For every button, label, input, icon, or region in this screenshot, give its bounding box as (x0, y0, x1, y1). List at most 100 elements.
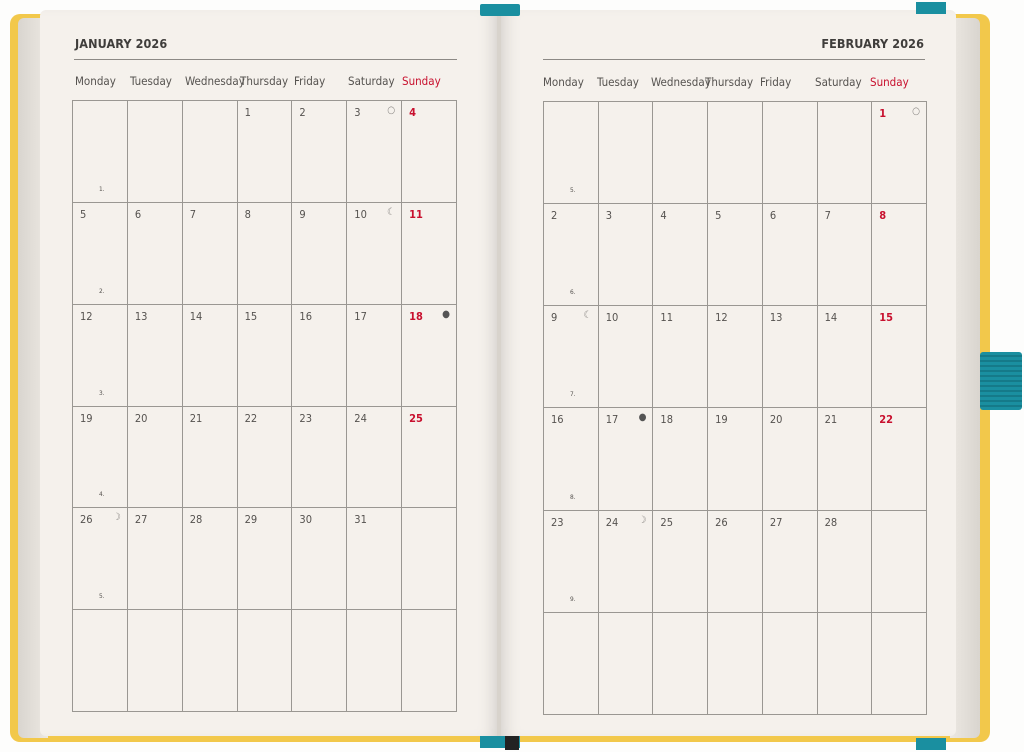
day-cell[interactable] (127, 610, 183, 712)
day-cell[interactable]: 25 (402, 406, 457, 509)
day-cell[interactable]: 24 (347, 406, 403, 509)
day-cell[interactable]: 5 (708, 204, 763, 307)
day-number: 28 (824, 515, 838, 529)
day-cell[interactable]: 11 (653, 306, 709, 409)
day-cell[interactable]: 16 (292, 304, 348, 407)
day-cell[interactable]: 22 (237, 406, 293, 509)
bookmark-ribbon[interactable] (480, 4, 520, 16)
day-cell[interactable]: 9 (292, 202, 348, 305)
weekday-monday: Monday (75, 74, 116, 88)
day-number: 20 (134, 411, 148, 425)
day-cell[interactable] (872, 510, 927, 613)
day-cell[interactable]: 17 (347, 304, 403, 407)
day-cell[interactable]: 13 (127, 304, 183, 407)
day-cell[interactable] (127, 101, 183, 203)
day-cell[interactable]: 31 (347, 508, 403, 611)
day-number: 27 (769, 515, 783, 529)
day-cell[interactable]: 5 2. (73, 202, 128, 305)
right-page (500, 10, 956, 736)
bookmark-ribbon-dark[interactable] (505, 736, 519, 750)
day-cell[interactable]: 1. (73, 101, 128, 203)
day-cell[interactable]: 28 (817, 510, 873, 613)
day-cell[interactable]: 22 (872, 408, 927, 511)
day-cell[interactable] (872, 612, 927, 715)
day-cell[interactable]: 25 (653, 510, 709, 613)
day-cell[interactable] (817, 102, 873, 205)
day-cell[interactable]: 17 ● (598, 408, 654, 511)
day-cell[interactable]: 1 (237, 101, 293, 203)
day-cell[interactable]: 29 (237, 508, 293, 611)
week-number: 4. (99, 490, 105, 499)
day-cell[interactable]: 23 (292, 406, 348, 509)
day-cell[interactable]: 10 ☾ (347, 202, 403, 305)
day-cell[interactable] (708, 612, 763, 715)
day-cell[interactable]: 15 (237, 304, 293, 407)
day-cell[interactable]: 9 ☾ 7. (544, 306, 599, 409)
day-cell[interactable]: 15 (872, 306, 927, 409)
day-cell[interactable]: 20 (762, 408, 818, 511)
day-cell[interactable]: 27 (762, 510, 818, 613)
day-cell[interactable]: 7 (182, 202, 238, 305)
day-number: 9 (551, 311, 558, 325)
day-cell[interactable]: 10 (598, 306, 654, 409)
day-cell[interactable]: 24 ☽ (598, 510, 654, 613)
day-cell[interactable]: 16 8. (544, 408, 599, 511)
day-cell[interactable] (182, 101, 238, 203)
day-cell[interactable]: 1 ○ (872, 102, 927, 205)
day-cell[interactable] (73, 610, 128, 712)
day-number: 8 (244, 207, 251, 221)
day-cell[interactable]: 6 (762, 204, 818, 307)
day-cell[interactable]: 6 (127, 202, 183, 305)
day-cell[interactable] (544, 612, 599, 715)
day-cell[interactable] (402, 610, 457, 712)
day-cell[interactable]: 27 (127, 508, 183, 611)
day-cell[interactable] (292, 610, 348, 712)
day-cell[interactable] (708, 102, 763, 205)
week-number: 7. (570, 390, 576, 399)
day-cell[interactable]: 20 (127, 406, 183, 509)
day-cell[interactable] (653, 612, 709, 715)
day-cell[interactable]: 4 (402, 101, 457, 203)
day-cell[interactable]: 19 (708, 408, 763, 511)
day-number: 4 (660, 209, 667, 223)
day-cell[interactable]: 5. (544, 102, 599, 205)
day-cell[interactable]: 21 (817, 408, 873, 511)
day-cell[interactable] (402, 508, 457, 611)
day-cell[interactable]: 13 (762, 306, 818, 409)
day-cell[interactable]: 3 ○ (347, 101, 403, 203)
day-cell[interactable] (347, 610, 403, 712)
day-cell[interactable]: 26 ☽ 5. (73, 508, 128, 611)
day-cell[interactable]: 8 (237, 202, 293, 305)
day-cell[interactable]: 11 (402, 202, 457, 305)
day-cell[interactable] (237, 610, 293, 712)
day-number: 6 (769, 209, 777, 223)
day-cell[interactable]: 8 (872, 204, 927, 307)
day-cell[interactable]: 18 (653, 408, 709, 511)
day-cell[interactable] (762, 612, 818, 715)
day-cell[interactable]: 19 4. (73, 406, 128, 509)
day-cell[interactable] (817, 612, 873, 715)
day-number: 19 (715, 413, 728, 427)
day-cell[interactable] (762, 102, 818, 205)
day-number: 15 (879, 311, 894, 325)
day-cell[interactable]: 14 (182, 304, 238, 407)
day-cell[interactable] (653, 102, 709, 205)
day-cell[interactable]: 23 9. (544, 510, 599, 613)
elastic-closure-band[interactable] (980, 352, 1022, 410)
day-cell[interactable] (182, 610, 238, 712)
day-cell[interactable]: 30 (292, 508, 348, 611)
day-cell[interactable]: 28 (182, 508, 238, 611)
day-cell[interactable] (598, 102, 654, 205)
day-cell[interactable]: 12 3. (73, 304, 128, 407)
day-cell[interactable]: 18 ● (402, 304, 457, 407)
day-cell[interactable]: 14 (817, 306, 873, 409)
day-cell[interactable]: 2 (292, 101, 348, 203)
day-cell[interactable] (598, 612, 654, 715)
day-cell[interactable]: 7 (817, 204, 873, 307)
day-cell[interactable]: 3 (598, 204, 654, 307)
day-cell[interactable]: 4 (653, 204, 709, 307)
day-cell[interactable]: 21 (182, 406, 238, 509)
day-cell[interactable]: 2 6. (544, 204, 599, 307)
day-cell[interactable]: 12 (708, 306, 763, 409)
day-cell[interactable]: 26 (708, 510, 763, 613)
